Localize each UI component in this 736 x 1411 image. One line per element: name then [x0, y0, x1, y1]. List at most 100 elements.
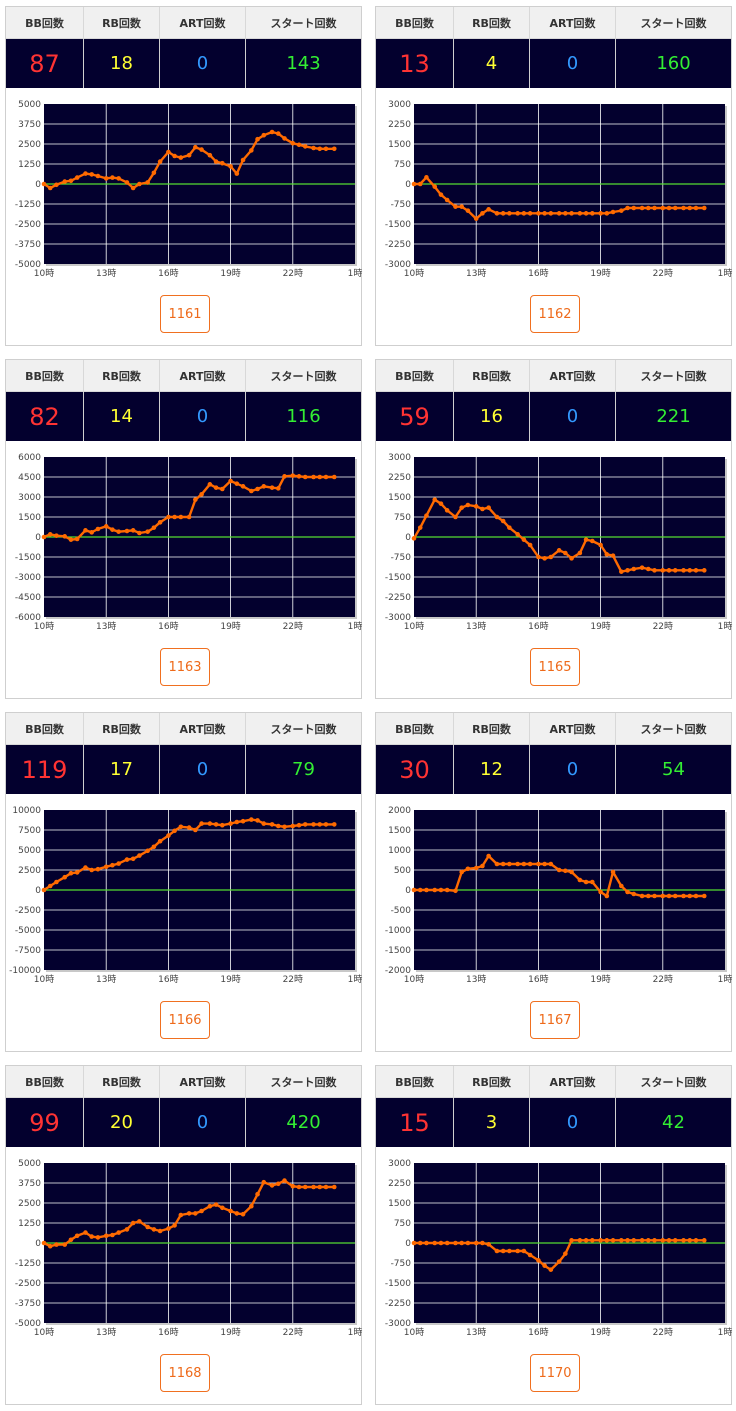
data-point: [610, 209, 616, 215]
y-tick-label: 5000: [18, 846, 41, 856]
start-count: 79: [292, 759, 315, 780]
data-point: [54, 879, 59, 885]
data-point: [610, 869, 616, 875]
data-point: [269, 485, 275, 490]
machine-number-button[interactable]: 1162: [530, 295, 580, 333]
x-tick-label: 16時: [528, 974, 548, 985]
data-point: [444, 197, 450, 203]
y-tick-label: 0: [405, 180, 411, 190]
y-tick-label: -3750: [15, 240, 41, 250]
data-point: [249, 488, 254, 494]
data-point: [672, 205, 678, 211]
y-tick-label: 0: [35, 1239, 41, 1249]
data-point: [681, 205, 686, 211]
x-tick-label: 22時: [653, 1327, 673, 1338]
x-tick-label: 22時: [653, 621, 673, 632]
data-point: [116, 529, 121, 534]
x-tick-label: 1時: [718, 1327, 733, 1338]
machine-number-button[interactable]: 1161: [160, 295, 210, 333]
art-count: 0: [160, 392, 246, 441]
stats-value-row: 15 3 0 42: [376, 1098, 731, 1147]
data-point: [166, 1226, 171, 1231]
x-tick-label: 10時: [34, 1327, 54, 1338]
data-point: [453, 1240, 458, 1246]
data-point: [296, 474, 302, 479]
data-point: [178, 155, 184, 160]
y-tick-label: -1000: [385, 926, 411, 936]
machine-card: BB回数 RB回数 ART回数 スタート回数 99 20 0 420 -5000…: [5, 1065, 362, 1405]
data-point: [687, 893, 693, 899]
data-point: [480, 211, 485, 216]
data-point: [536, 861, 541, 867]
y-tick-label: -4500: [15, 593, 41, 603]
data-point: [438, 192, 444, 197]
machine-number-button[interactable]: 1168: [160, 1354, 210, 1392]
data-point: [290, 823, 296, 829]
data-point: [130, 1220, 136, 1226]
y-tick-label: 1500: [388, 826, 411, 836]
data-point: [207, 482, 213, 487]
data-point: [282, 136, 287, 141]
y-tick-label: 0: [405, 533, 411, 543]
art-header: ART回数: [160, 713, 246, 744]
x-tick-label: 13時: [466, 268, 486, 279]
machine-card: BB回数 RB回数 ART回数 スタート回数 30 12 0 54 -2000-…: [375, 712, 732, 1052]
data-point: [652, 568, 657, 573]
machine-number-button[interactable]: 1165: [530, 648, 580, 686]
data-point: [62, 874, 68, 880]
y-tick-label: -3000: [15, 573, 41, 583]
machine-number-button[interactable]: 1166: [160, 1001, 210, 1039]
data-point: [62, 1242, 68, 1247]
data-point: [548, 861, 554, 867]
data-point: [473, 504, 479, 509]
machine-number-button[interactable]: 1167: [530, 1001, 580, 1039]
data-point: [701, 568, 707, 573]
y-tick-label: 0: [35, 533, 41, 543]
rb-header: RB回数: [84, 7, 160, 38]
data-point: [507, 861, 512, 867]
start-count: 42: [662, 1112, 685, 1133]
data-point: [639, 565, 645, 570]
data-point: [521, 537, 527, 542]
stats-value-row: 82 14 0 116: [6, 392, 361, 441]
machine-card: BB回数 RB回数 ART回数 スタート回数 82 14 0 116 -6000…: [5, 359, 362, 699]
data-point: [74, 175, 80, 180]
data-point: [598, 889, 603, 895]
data-point: [62, 534, 68, 539]
data-point: [507, 525, 512, 530]
x-tick-label: 22時: [653, 268, 673, 279]
data-point: [438, 1240, 444, 1246]
data-point: [438, 501, 444, 506]
data-point: [631, 566, 637, 572]
bb-header: BB回数: [6, 713, 84, 744]
data-point: [296, 1184, 302, 1190]
rb-header: RB回数: [454, 713, 530, 744]
data-point: [569, 1238, 574, 1243]
x-tick-label: 22時: [283, 268, 303, 279]
data-point: [193, 827, 198, 833]
data-point: [290, 473, 296, 478]
bb-header: BB回数: [376, 713, 454, 744]
data-point: [157, 159, 163, 164]
start-header: スタート回数: [640, 722, 707, 736]
art-header: ART回数: [530, 713, 616, 744]
y-tick-label: 2500: [18, 866, 41, 876]
x-tick-label: 1時: [348, 1327, 363, 1338]
data-point: [459, 204, 464, 209]
data-point: [323, 1184, 329, 1190]
start-count: 54: [662, 759, 685, 780]
data-point: [660, 205, 666, 211]
data-point: [282, 824, 287, 830]
data-point: [507, 1248, 512, 1254]
data-point: [228, 1208, 233, 1214]
data-point: [124, 1227, 130, 1232]
data-point: [701, 1238, 707, 1243]
data-point: [83, 1230, 88, 1235]
data-point: [116, 861, 121, 866]
y-tick-label: 0: [35, 180, 41, 190]
machine-number-button[interactable]: 1170: [530, 1354, 580, 1392]
data-point: [213, 822, 219, 827]
data-point: [261, 484, 267, 489]
machine-number-button[interactable]: 1163: [160, 648, 210, 686]
data-point: [672, 893, 678, 899]
